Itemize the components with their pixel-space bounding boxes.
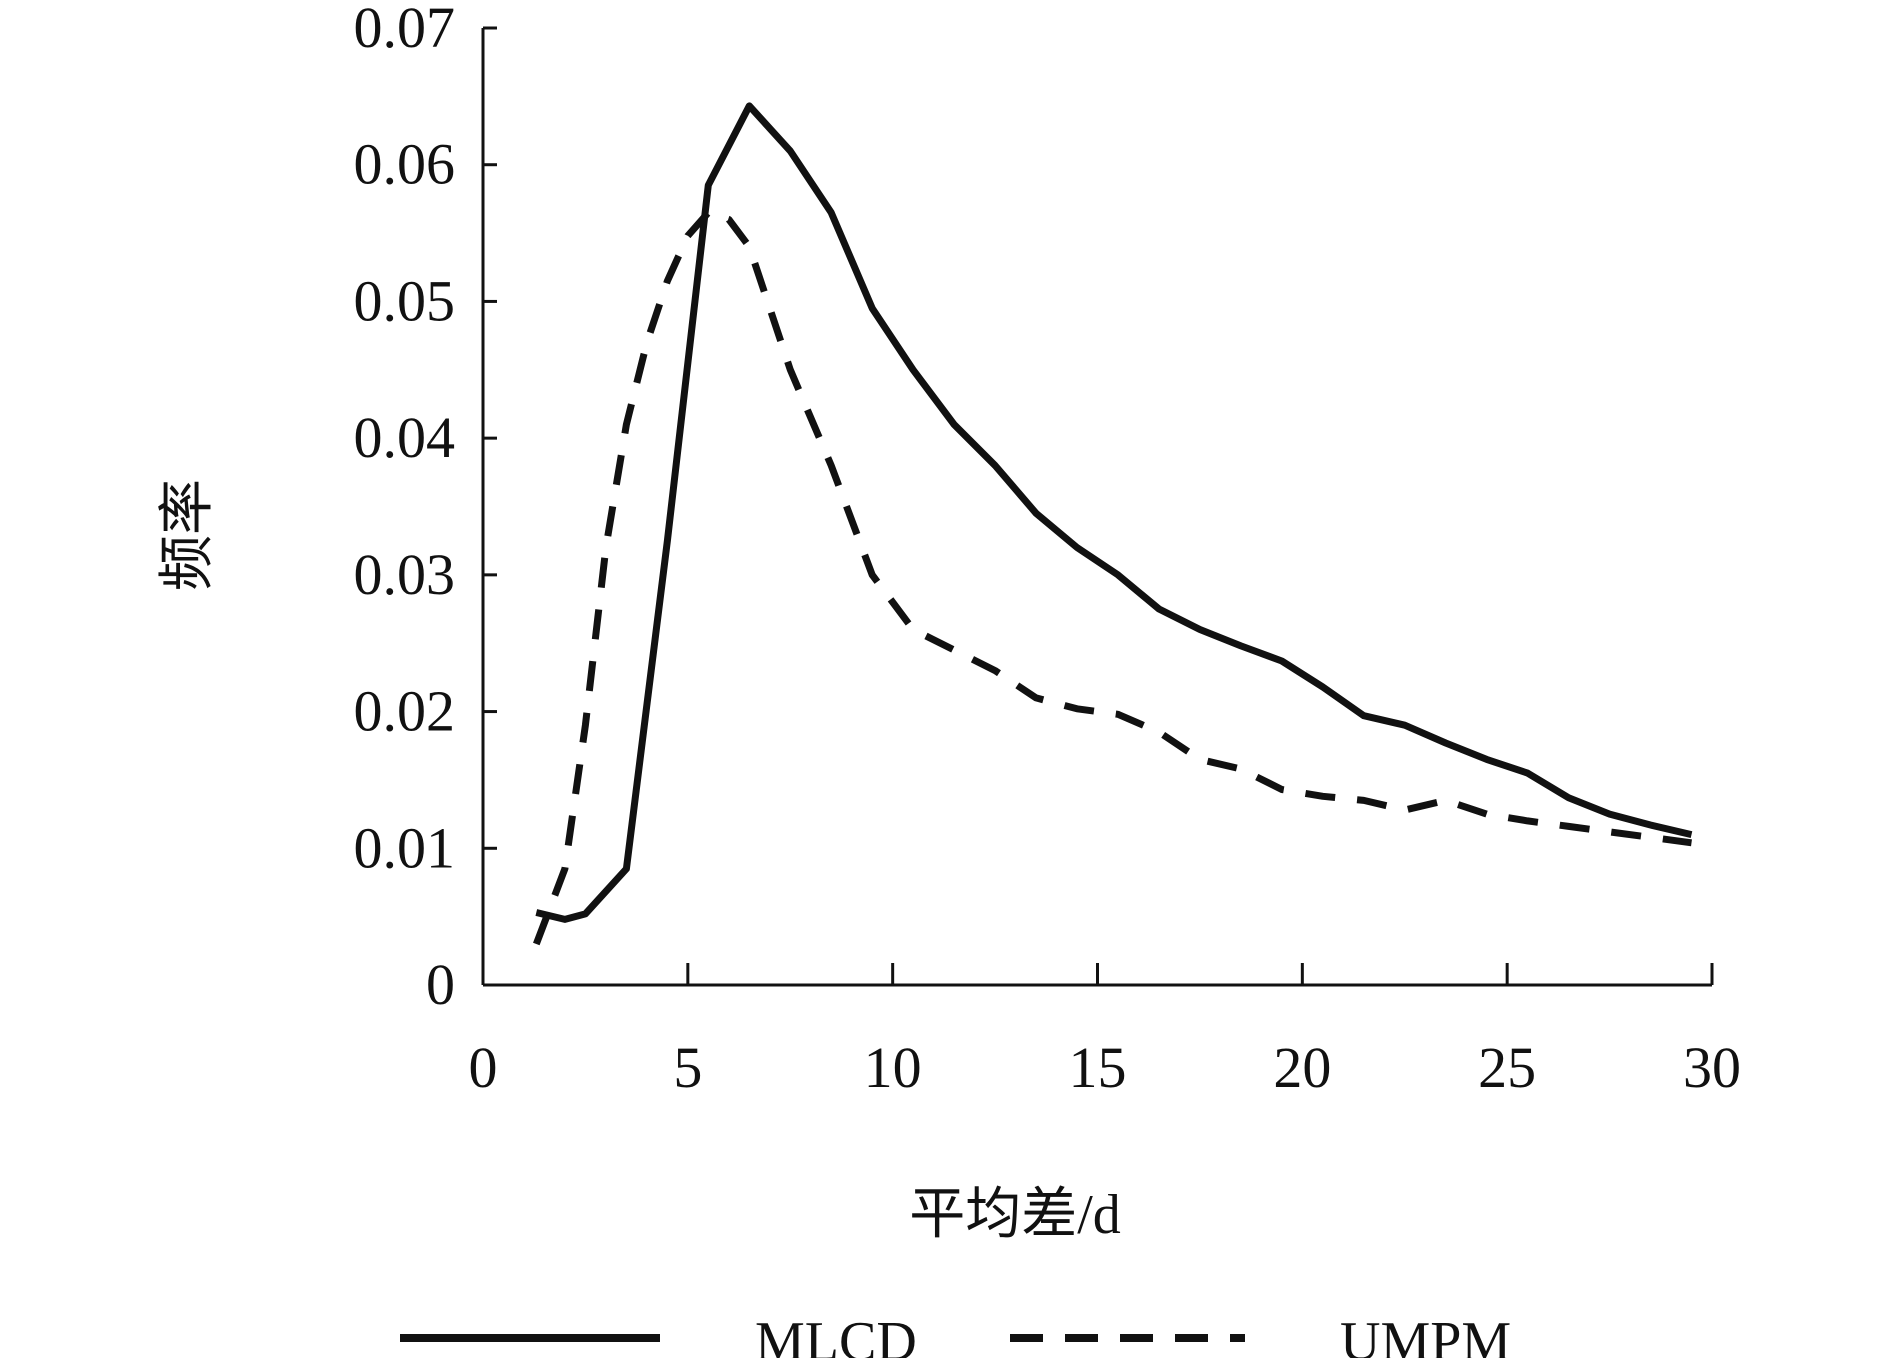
legend: MLCD UMPM <box>400 1311 1511 1358</box>
x-tick-label: 20 <box>1273 1035 1331 1100</box>
x-tick-label: 15 <box>1069 1035 1127 1100</box>
x-axis-label: 平均差/d <box>909 1184 1121 1246</box>
x-tick-label: 0 <box>469 1035 498 1100</box>
y-ticks: 0 0.01 0.02 0.03 0.04 0.05 0.06 0.07 <box>354 0 497 1017</box>
y-tick-label: 0.01 <box>354 815 456 880</box>
x-tick-label: 5 <box>673 1035 702 1100</box>
legend-umpm-label: UMPM <box>1340 1311 1511 1358</box>
y-tick-label: 0.07 <box>354 0 456 60</box>
y-tick-label: 0.06 <box>354 132 456 197</box>
series-mlcd-line <box>535 102 1693 923</box>
y-tick-label: 0.02 <box>354 679 456 744</box>
x-tick-label: 10 <box>864 1035 922 1100</box>
x-tick-label: 25 <box>1478 1035 1536 1100</box>
y-tick-label: 0.03 <box>354 542 456 607</box>
y-tick-label: 0 <box>426 952 455 1017</box>
legend-mlcd-label: MLCD <box>755 1311 917 1358</box>
y-axis-label: 频率 <box>157 479 219 591</box>
axes <box>481 28 1712 987</box>
x-ticks: 0 5 10 15 20 25 30 <box>469 963 1741 1100</box>
y-tick-label: 0.04 <box>354 405 456 470</box>
series-layer <box>533 102 1693 946</box>
x-tick-label: 30 <box>1683 1035 1741 1100</box>
series-umpm-line <box>533 209 1692 946</box>
y-tick-label: 0.05 <box>354 268 456 333</box>
